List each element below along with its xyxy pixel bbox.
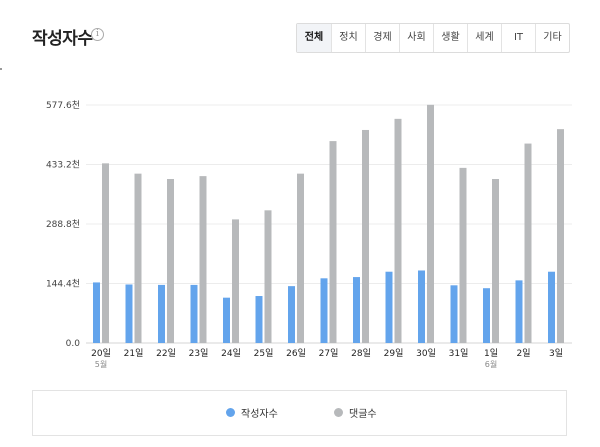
- bar-authors: [548, 271, 555, 343]
- bar-comments: [199, 176, 207, 343]
- bar-authors: [483, 288, 490, 343]
- x-tick-label: 23일: [189, 348, 209, 359]
- bar-comments: [102, 163, 109, 343]
- bar-comments: [524, 143, 532, 343]
- tab-society[interactable]: 사회: [399, 24, 433, 52]
- bar-comments: [329, 141, 337, 343]
- x-tick-label: 1일: [484, 348, 498, 359]
- edge-marker: [0, 68, 2, 70]
- y-tick-label: 577.6천: [46, 100, 80, 111]
- x-tick-label: 29일: [384, 348, 404, 359]
- bar-authors: [515, 280, 523, 343]
- x-tick-label: 24일: [221, 348, 241, 359]
- bar-authors: [288, 286, 295, 343]
- bar-authors: [353, 277, 360, 343]
- y-tick-label: 144.4천: [46, 279, 80, 290]
- legend-label-comments: 댓글수: [349, 409, 377, 420]
- tab-life[interactable]: 생활: [433, 24, 467, 52]
- bar-authors: [190, 284, 198, 343]
- tab-politics[interactable]: 정치: [331, 24, 365, 52]
- tab-economy[interactable]: 경제: [365, 24, 399, 52]
- bar-comments: [394, 118, 402, 343]
- x-tick-label: 20일: [91, 348, 111, 359]
- x-tick-label: 30일: [416, 348, 436, 359]
- x-tick-label: 22일: [156, 348, 176, 359]
- bar-comments: [167, 179, 174, 343]
- bar-comments: [232, 219, 239, 343]
- x-tick-label: 28일: [351, 348, 371, 359]
- x-tick-label: 26일: [286, 348, 306, 359]
- bar-comments: [264, 210, 272, 343]
- tab-it[interactable]: IT: [501, 24, 535, 52]
- bar-authors: [223, 297, 230, 343]
- bar-comments: [557, 129, 564, 343]
- category-tabs: 전체 정치 경제 사회 생활 세계 IT 기타: [296, 23, 570, 53]
- x-tick-label: 31일: [449, 348, 469, 359]
- tab-etc[interactable]: 기타: [535, 24, 569, 52]
- x-tick-label: 3일: [549, 348, 563, 359]
- y-tick-label: 0.0: [66, 339, 81, 349]
- bar-comments: [134, 173, 142, 343]
- legend-label-authors: 작성자수: [241, 409, 278, 420]
- x-tick-label: 2일: [516, 348, 530, 359]
- bar-authors: [158, 284, 165, 343]
- legend-item-authors[interactable]: 작성자수: [226, 405, 278, 420]
- bar-authors: [450, 285, 458, 343]
- bar-comments: [362, 129, 369, 343]
- y-tick-label: 433.2천: [46, 160, 80, 171]
- x-tick-sublabel: 5월: [95, 359, 107, 369]
- bar-comments: [459, 167, 467, 343]
- x-tick-sublabel: 6월: [485, 359, 497, 369]
- legend-dot-authors: [226, 408, 235, 417]
- bar-authors: [320, 278, 328, 343]
- bar-comments: [492, 179, 499, 343]
- bar-authors: [255, 296, 263, 343]
- tab-all[interactable]: 전체: [297, 24, 331, 52]
- info-circle-icon[interactable]: i: [91, 28, 104, 41]
- x-tick-label: 25일: [254, 348, 274, 359]
- chart-legend: 작성자수 댓글수: [32, 390, 567, 436]
- bar-authors: [125, 284, 133, 343]
- bar-authors: [385, 271, 393, 343]
- bar-comments: [297, 173, 304, 343]
- x-tick-label: 27일: [319, 348, 339, 359]
- bar-comments: [427, 104, 434, 344]
- y-tick-label: 288.8천: [46, 219, 80, 230]
- page-title: 작성자수: [32, 29, 93, 49]
- x-tick-label: 21일: [124, 348, 144, 359]
- legend-item-comments[interactable]: 댓글수: [334, 405, 377, 420]
- bar-authors: [93, 282, 100, 343]
- bar-authors: [418, 270, 425, 343]
- tab-world[interactable]: 세계: [467, 24, 501, 52]
- legend-dot-comments: [334, 408, 343, 417]
